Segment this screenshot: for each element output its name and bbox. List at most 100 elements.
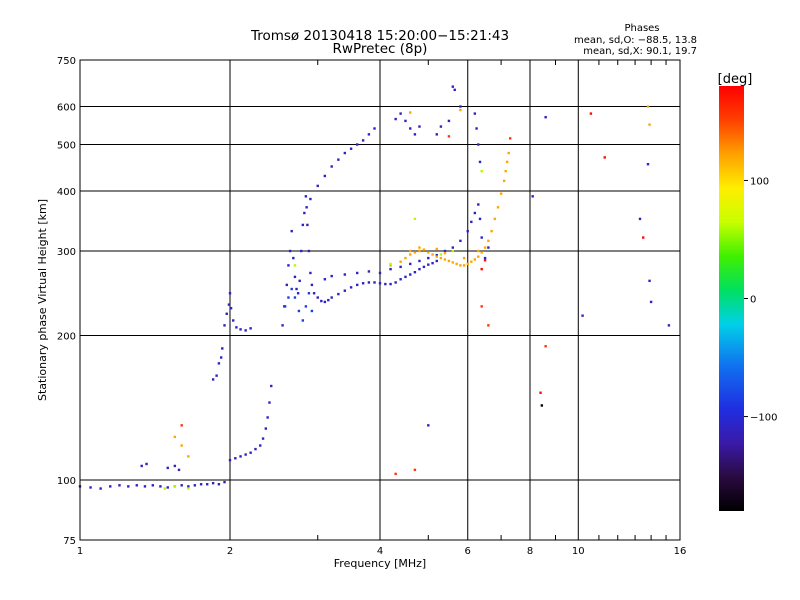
- data-point: [470, 260, 473, 263]
- x-tick-label: 6: [465, 546, 471, 557]
- data-point: [206, 483, 209, 486]
- data-point: [307, 249, 311, 253]
- data-point: [312, 292, 316, 295]
- data-point: [399, 260, 402, 263]
- phases-title: Phases: [624, 23, 659, 34]
- data-point: [199, 483, 203, 486]
- data-point: [330, 165, 333, 168]
- data-point: [470, 220, 473, 224]
- data-point: [264, 427, 268, 430]
- data-point: [480, 305, 483, 308]
- y-tick-label: 600: [57, 103, 76, 114]
- data-point: [268, 401, 271, 404]
- data-point: [173, 485, 177, 488]
- data-point: [367, 270, 371, 273]
- data-point: [356, 271, 359, 275]
- plot-area-frame: [79, 59, 681, 541]
- data-point: [638, 217, 642, 221]
- data-point: [435, 259, 438, 263]
- data-point: [378, 271, 382, 275]
- data-point: [227, 303, 231, 306]
- data-point: [493, 217, 497, 221]
- data-point: [435, 255, 438, 258]
- colorbar: [719, 86, 744, 511]
- data-point: [301, 223, 305, 227]
- data-point: [290, 229, 293, 233]
- data-point: [480, 169, 483, 173]
- colorbar-label: [deg]: [718, 72, 753, 87]
- data-point: [404, 256, 407, 260]
- data-point: [431, 253, 434, 256]
- data-point: [337, 292, 340, 296]
- data-point: [281, 324, 284, 327]
- data-point: [409, 127, 412, 130]
- data-point: [439, 256, 443, 260]
- data-point: [166, 466, 169, 470]
- data-point: [455, 262, 458, 266]
- data-point: [297, 309, 301, 313]
- data-point: [466, 262, 469, 266]
- y-tick-label: 75: [63, 536, 76, 547]
- data-point: [447, 119, 451, 123]
- data-point: [305, 206, 308, 209]
- data-point: [451, 246, 455, 249]
- data-point: [480, 267, 483, 271]
- y-tick-label: 500: [57, 141, 76, 152]
- data-point: [409, 273, 412, 276]
- data-point: [544, 116, 547, 119]
- data-point: [180, 444, 183, 447]
- data-point: [187, 487, 190, 490]
- x-tick-label: 8: [527, 546, 533, 557]
- data-point: [459, 239, 462, 243]
- data-point: [293, 296, 297, 299]
- scatter-points: [78, 85, 671, 490]
- data-point: [244, 329, 247, 332]
- data-point: [496, 206, 500, 209]
- data-point: [323, 174, 327, 178]
- x-tick-label: 4: [377, 546, 383, 557]
- data-point: [235, 326, 238, 329]
- data-point: [404, 119, 407, 123]
- data-point: [217, 483, 221, 486]
- data-point: [228, 458, 232, 462]
- data-point: [173, 435, 177, 439]
- data-point: [304, 305, 308, 308]
- data-point: [427, 263, 430, 266]
- chart-subtitle: RwPretec (8p): [333, 41, 428, 57]
- data-point: [418, 246, 421, 249]
- data-point: [254, 447, 257, 451]
- data-point: [422, 248, 426, 251]
- data-point: [166, 486, 169, 489]
- x-tick-labels: 1 2 4 6 8 10 16: [77, 546, 687, 557]
- data-point: [459, 105, 462, 108]
- data-point: [159, 485, 162, 488]
- data-point: [581, 314, 584, 317]
- data-point: [349, 147, 353, 150]
- data-point: [293, 264, 297, 267]
- data-point: [221, 347, 224, 350]
- y-axis-label: Stationary phase Virtual Height [km]: [36, 199, 49, 401]
- y-tick-labels: 75 100 200 300 400 500 600 750: [57, 56, 76, 547]
- phases-x-stats: mean, sd,X: 90.1, 19.7: [583, 46, 697, 57]
- data-point: [292, 256, 295, 260]
- y-tick-label: 400: [57, 187, 76, 198]
- data-point: [413, 468, 417, 472]
- data-point: [431, 261, 434, 265]
- data-point: [118, 484, 121, 487]
- data-point: [399, 278, 402, 281]
- data-point: [298, 279, 301, 283]
- data-point: [301, 319, 305, 322]
- data-point: [435, 133, 438, 136]
- data-point: [462, 264, 466, 267]
- data-point: [478, 217, 482, 221]
- data-point: [504, 169, 507, 173]
- data-point: [399, 112, 402, 115]
- data-point: [413, 217, 417, 221]
- data-point: [349, 286, 353, 289]
- x-tick-label: 1: [77, 546, 83, 557]
- data-point: [539, 391, 542, 394]
- data-point: [135, 484, 138, 487]
- data-point: [323, 300, 327, 304]
- data-point: [544, 345, 547, 348]
